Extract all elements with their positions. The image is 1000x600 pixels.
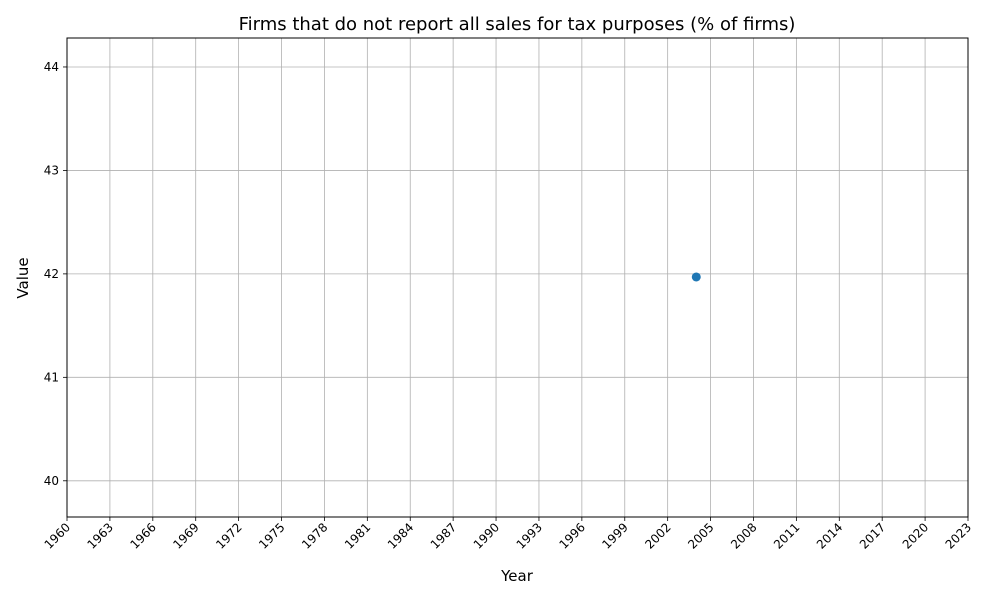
x-tick-label: 2002 <box>642 520 673 551</box>
x-tick-label: 2008 <box>728 520 759 551</box>
x-tick-label: 1981 <box>342 520 373 551</box>
x-tick-label: 1984 <box>385 520 416 551</box>
x-tick-label: 2020 <box>900 520 931 551</box>
plot-area <box>691 272 701 282</box>
x-tick-label: 2014 <box>814 520 845 551</box>
x-tick-label: 1987 <box>428 520 459 551</box>
data-point <box>691 272 701 282</box>
grid <box>66 38 969 517</box>
y-tick-label: 44 <box>44 60 59 74</box>
x-tick-label: 2023 <box>943 520 974 551</box>
x-tick-label: 1975 <box>256 520 287 551</box>
x-tick-label: 2005 <box>685 520 716 551</box>
x-tick-label: 1996 <box>556 520 587 551</box>
y-tick-label: 40 <box>44 474 59 488</box>
x-tick-label: 1999 <box>599 520 630 551</box>
y-tick-label: 41 <box>44 370 59 384</box>
y-tick-label: 42 <box>44 267 59 281</box>
x-tick-label: 1993 <box>514 520 545 551</box>
axes-frame <box>66 37 969 518</box>
x-tick-label: 2017 <box>857 520 888 551</box>
x-tick-label: 2011 <box>771 520 802 551</box>
chart-title: Firms that do not report all sales for t… <box>239 14 796 35</box>
y-tick-label: 43 <box>44 163 59 177</box>
x-tick-label: 1966 <box>127 520 158 551</box>
x-axis-label: Year <box>500 567 534 585</box>
x-tick-label: 1960 <box>42 520 73 551</box>
ticks: 1960 1963 1966 1969 1972 1975 1978 1981 1984 1987… <box>42 60 974 552</box>
y-axis-label: Value <box>14 257 32 298</box>
x-tick-label: 1978 <box>299 520 330 551</box>
x-tick-label: 1963 <box>85 520 116 551</box>
x-tick-label: 1972 <box>213 520 244 551</box>
x-tick-label: 1990 <box>471 520 502 551</box>
x-tick-label: 1969 <box>170 520 201 551</box>
